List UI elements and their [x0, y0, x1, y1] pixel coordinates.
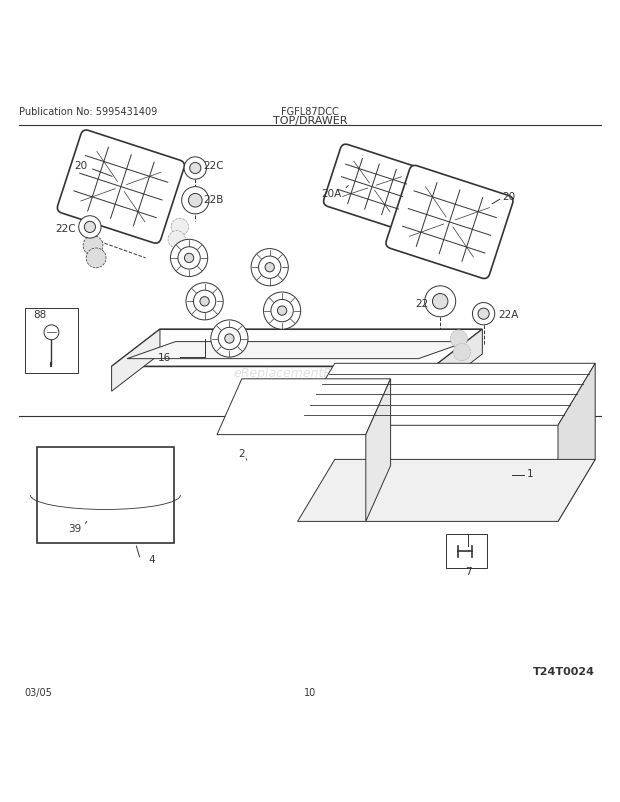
Polygon shape — [112, 330, 482, 367]
Text: 16: 16 — [157, 353, 171, 363]
Circle shape — [264, 293, 301, 330]
Circle shape — [184, 158, 206, 180]
FancyBboxPatch shape — [57, 131, 185, 244]
Circle shape — [478, 309, 489, 320]
Text: 03/05: 03/05 — [25, 687, 53, 697]
Circle shape — [190, 164, 201, 174]
Polygon shape — [366, 379, 391, 522]
Circle shape — [200, 298, 210, 306]
Circle shape — [453, 344, 471, 362]
Text: FGFL87DCC: FGFL87DCC — [281, 107, 339, 117]
Circle shape — [425, 286, 456, 318]
Polygon shape — [298, 460, 595, 522]
Circle shape — [193, 291, 216, 313]
Circle shape — [450, 330, 467, 348]
Circle shape — [218, 328, 241, 350]
Text: 39: 39 — [68, 523, 81, 533]
Circle shape — [182, 188, 209, 215]
Circle shape — [433, 294, 448, 310]
Text: 22: 22 — [415, 298, 428, 308]
Text: 4: 4 — [149, 554, 155, 564]
Polygon shape — [112, 330, 160, 391]
Text: eReplacementParts.com: eReplacementParts.com — [234, 367, 386, 379]
Text: 88: 88 — [33, 310, 47, 319]
Text: 1: 1 — [527, 468, 533, 479]
Circle shape — [84, 222, 95, 233]
Text: 20: 20 — [74, 160, 87, 171]
FancyBboxPatch shape — [324, 145, 420, 229]
Circle shape — [171, 219, 188, 237]
Circle shape — [168, 231, 185, 249]
Text: 7: 7 — [465, 566, 471, 577]
Text: 2: 2 — [239, 448, 245, 459]
Circle shape — [79, 217, 101, 239]
Polygon shape — [127, 342, 467, 359]
Polygon shape — [217, 379, 391, 435]
Circle shape — [211, 321, 248, 358]
Circle shape — [44, 326, 59, 340]
Bar — [25, 308, 78, 373]
Text: T24T0024: T24T0024 — [533, 666, 595, 677]
Circle shape — [186, 283, 223, 321]
Text: TOP/DRAWER: TOP/DRAWER — [273, 116, 347, 126]
Circle shape — [265, 263, 274, 273]
Circle shape — [278, 306, 286, 316]
Text: Publication No: 5995431409: Publication No: 5995431409 — [19, 107, 157, 117]
Circle shape — [251, 249, 288, 286]
Circle shape — [188, 194, 202, 208]
Circle shape — [83, 237, 103, 256]
Circle shape — [259, 257, 281, 279]
Bar — [446, 534, 487, 568]
Circle shape — [86, 249, 106, 269]
Circle shape — [271, 300, 293, 322]
Circle shape — [472, 303, 495, 326]
Circle shape — [185, 254, 193, 263]
Polygon shape — [434, 330, 482, 391]
Text: 10: 10 — [304, 687, 316, 697]
Polygon shape — [37, 448, 174, 544]
Circle shape — [170, 240, 208, 277]
Polygon shape — [558, 364, 595, 522]
Text: 22C: 22C — [203, 160, 224, 171]
Text: 20: 20 — [502, 192, 515, 201]
Text: 20A: 20A — [322, 188, 342, 199]
Text: 22C: 22C — [55, 224, 76, 234]
Polygon shape — [298, 364, 595, 426]
Circle shape — [178, 248, 200, 269]
FancyBboxPatch shape — [386, 166, 513, 279]
Text: 22B: 22B — [204, 195, 224, 205]
Text: 22A: 22A — [498, 310, 518, 319]
Circle shape — [224, 334, 234, 344]
